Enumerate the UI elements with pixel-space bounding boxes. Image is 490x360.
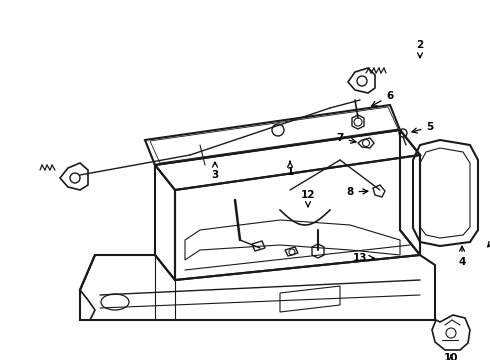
- Text: 10: 10: [444, 353, 458, 360]
- Text: 9: 9: [0, 359, 1, 360]
- Text: 3: 3: [211, 162, 219, 180]
- Text: 11: 11: [488, 230, 490, 247]
- Text: 12: 12: [301, 190, 315, 207]
- Text: 5: 5: [412, 122, 434, 133]
- Text: 4: 4: [458, 246, 466, 267]
- Text: 2: 2: [416, 40, 424, 58]
- Text: 1: 1: [286, 161, 294, 177]
- Text: 6: 6: [371, 91, 393, 106]
- Text: 7: 7: [336, 133, 356, 143]
- Text: 8: 8: [346, 187, 368, 197]
- Text: 13: 13: [353, 253, 374, 263]
